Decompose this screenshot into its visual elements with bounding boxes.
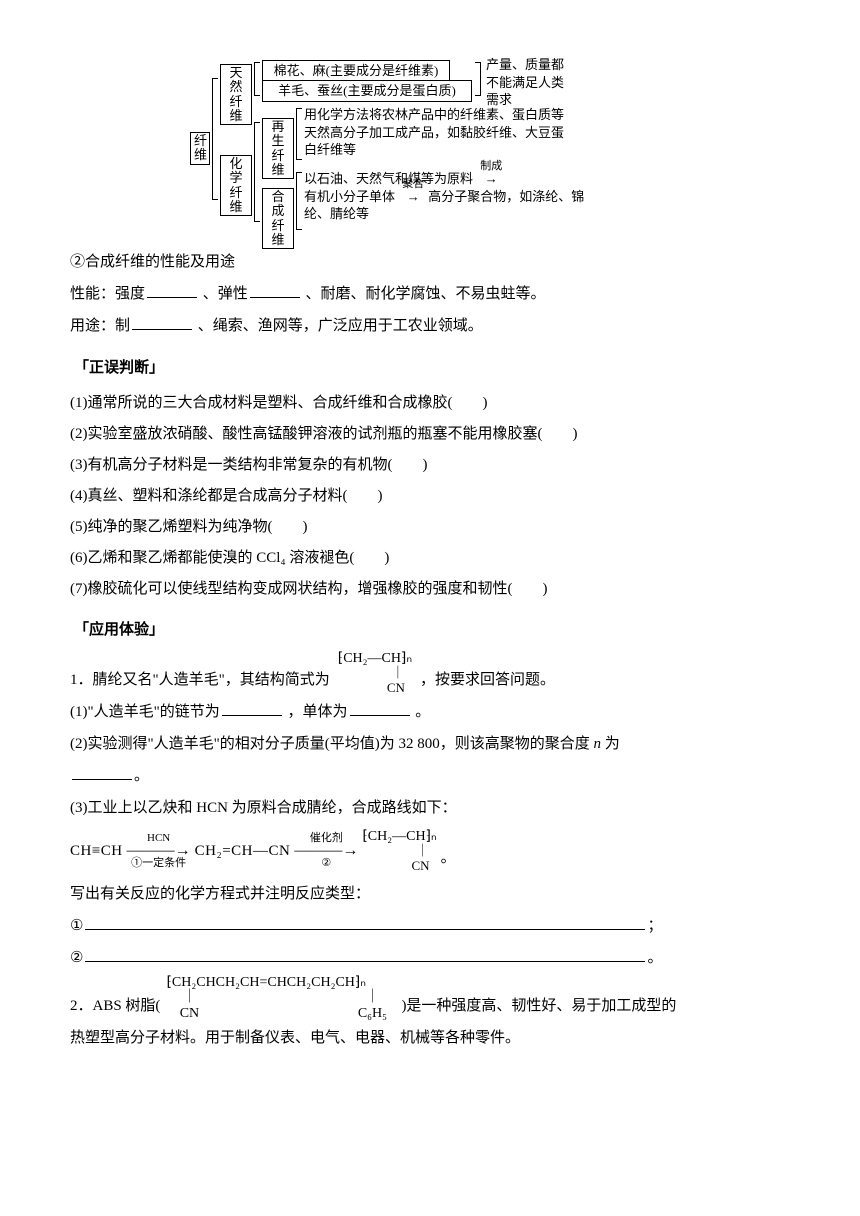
q1-3: (3)工业上以乙炔和 HCN 为原料合成腈纶，合成路线如下： (70, 793, 790, 823)
diagram-nat-2: 羊毛、蚕丝(主要成分是蛋白质) (262, 80, 472, 102)
q1-intro: 1．腈纶又名"人造羊毛"，其结构简式为 ⁅CH₂—CH⁆ₙ ｜ CN ，按要求回… (70, 651, 790, 695)
q1-2-blank: 。 (70, 761, 790, 791)
q1-write: 写出有关反应的化学方程式并注明反应类型： (70, 879, 790, 909)
q1-eq1: ①； (70, 911, 790, 941)
section-2-title: ②合成纤维的性能及用途 (70, 247, 790, 277)
judge-item: (6)乙烯和聚乙烯都能使溴的 CCl₄ 溶液褪色( ) (70, 543, 790, 573)
rxn-reactant: CH≡CH (70, 836, 123, 866)
rxn-arrow-1: HCN ———→ ①一定条件 (127, 833, 191, 869)
q2-structure: ⁅CH₂CHCH₂CH=CHCH₂CH₂CH⁆ₙ ｜ CN ｜ C₆H₅ (166, 975, 395, 1021)
blank-elastic[interactable] (250, 282, 300, 299)
perf-line: 性能：强度 、弹性 、耐磨、耐化学腐蚀、不易虫蛀等。 (70, 279, 790, 309)
blank-eq2[interactable] (85, 945, 645, 962)
diagram-synth-fiber: 合成纤维 (262, 188, 294, 249)
blank-usage[interactable] (132, 314, 192, 331)
section-judge-title: 正误判断 (70, 353, 168, 383)
diagram-root: 纤维 (190, 132, 210, 165)
judge-item: (7)橡胶硫化可以使线型结构变成网状结构，增强橡胶的强度和韧性( ) (70, 574, 790, 604)
judge-item: (1)通常所说的三大合成材料是塑料、合成纤维和合成橡胶( ) (70, 388, 790, 418)
q1-2: (2)实验测得"人造羊毛"的相对分子质量(平均值)为 32 800，则该高聚物的… (70, 729, 790, 759)
diagram-nat-note: 产量、质量都不能满足人类需求 (486, 56, 576, 109)
judge-list: (1)通常所说的三大合成材料是塑料、合成纤维和合成橡胶( ) (2)实验室盛放浓… (70, 388, 790, 604)
blank-chain[interactable] (222, 699, 282, 716)
q1-1: (1)"人造羊毛"的链节为 ，单体为 。 (70, 697, 790, 727)
blank-strength[interactable] (147, 282, 197, 299)
diagram-chem-fiber: 化学纤维 (220, 155, 252, 216)
diagram-regen-fiber: 再生纤维 (262, 118, 294, 179)
judge-item: (4)真丝、塑料和涤纶都是合成高分子材料( ) (70, 481, 790, 511)
reaction-scheme: CH≡CH HCN ———→ ①一定条件 CH₂=CH—CN 催化剂 ———→ … (70, 829, 790, 873)
rxn-intermediate: CH₂=CH—CN (195, 836, 291, 866)
diagram-synth-text: 以石油、天然气和煤等为原料 制成 → 有机小分子单体 聚合 → 高分子聚合物，如… (304, 170, 594, 223)
blank-monomer[interactable] (350, 699, 410, 716)
rxn-product: ⁅CH₂—CH⁆ₙ ｜ CN (362, 829, 436, 873)
fiber-classification-diagram: 纤维 天然纤维 棉花、麻(主要成分是纤维素) 羊毛、蚕丝(主要成分是蛋白质) 产… (190, 60, 670, 235)
section-apply-title: 应用体验 (70, 615, 168, 645)
diagram-regen-text: 用化学方法将农林产品中的纤维素、蛋白质等天然高分子加工成产品，如黏胶纤维、大豆蛋… (304, 106, 564, 159)
blank-eq1[interactable] (85, 913, 645, 930)
diagram-nat-1: 棉花、麻(主要成分是纤维素) (262, 60, 450, 82)
judge-item: (2)实验室盛放浓硝酸、酸性高锰酸钾溶液的试剂瓶的瓶塞不能用橡胶塞( ) (70, 419, 790, 449)
q1-structure: ⁅CH₂—CH⁆ₙ ｜ CN (338, 651, 412, 695)
q2-cont: 热塑型高分子材料。用于制备仪表、电气、电器、机械等各种零件。 (70, 1023, 790, 1053)
blank-n[interactable] (72, 763, 132, 780)
q2: 2．ABS 树脂( ⁅CH₂CHCH₂CH=CHCH₂CH₂CH⁆ₙ ｜ CN … (70, 975, 790, 1021)
judge-item: (5)纯净的聚乙烯塑料为纯净物( ) (70, 512, 790, 542)
use-line: 用途：制 、绳索、渔网等，广泛应用于工农业领域。 (70, 311, 790, 341)
diagram-natural-fiber: 天然纤维 (220, 64, 252, 125)
judge-item: (3)有机高分子材料是一类结构非常复杂的有机物( ) (70, 450, 790, 480)
q1-eq2: ②。 (70, 943, 790, 973)
rxn-arrow-2: 催化剂 ———→ ② (294, 833, 358, 869)
